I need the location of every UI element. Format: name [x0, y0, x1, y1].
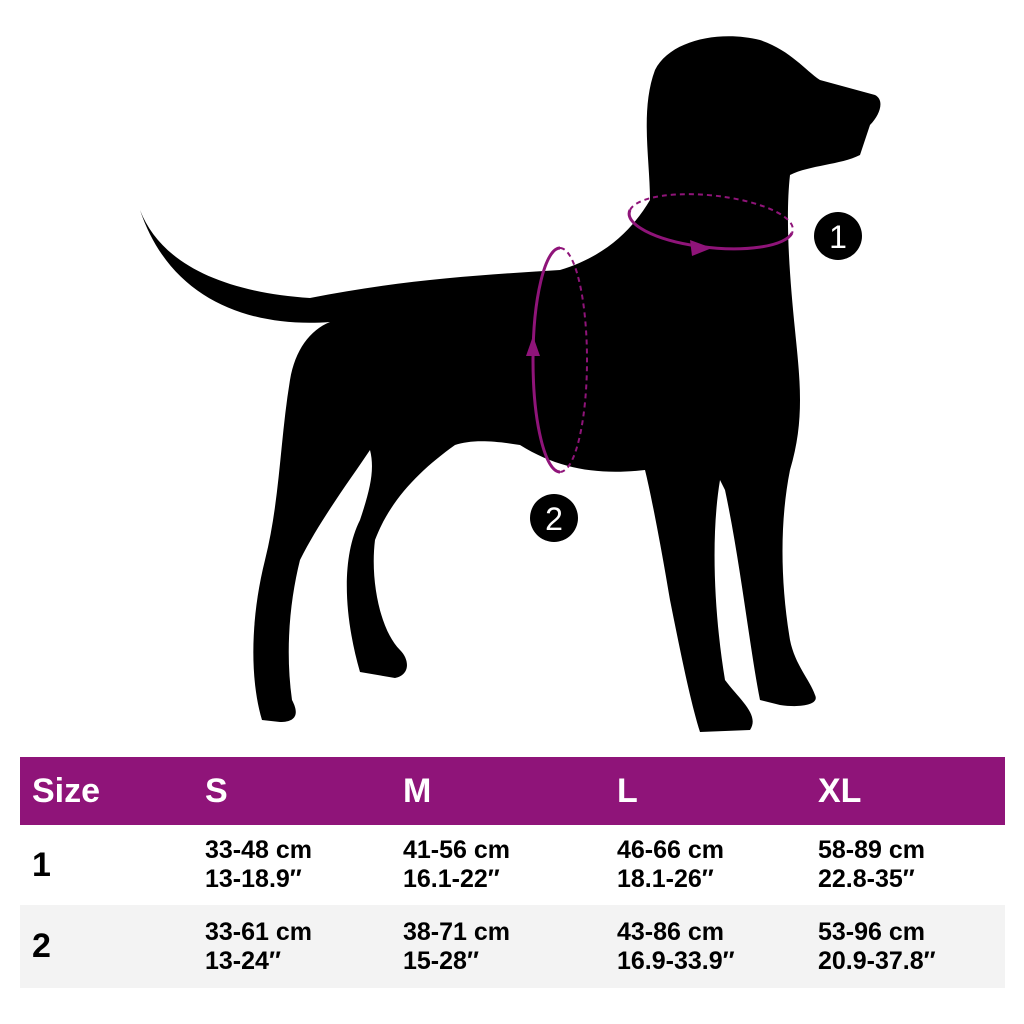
chest-measurement-loop [526, 246, 588, 474]
cell: 58-89 cm 22.8-35″ [818, 836, 926, 893]
cell: 53-96 cm 20.9-37.8″ [818, 917, 936, 975]
neck-measurement-loop [627, 193, 794, 256]
row-label: 2 [32, 927, 51, 965]
marker-2-badge: 2 [530, 494, 578, 542]
marker-1-badge: 1 [814, 212, 862, 260]
cell: 43-86 cm 16.9-33.9″ [617, 917, 735, 975]
cell: 38-71 cm 15-28″ [403, 917, 511, 975]
size-table: Size S M L XL 1 33-48 cm 13-18.9″ 41-56 c… [20, 757, 1005, 988]
svg-text:2: 2 [545, 501, 563, 537]
cell: 46-66 cm 18.1-26″ [617, 836, 725, 893]
header-size: Size [32, 771, 101, 810]
cell: 41-56 cm 16.1-22″ [403, 836, 511, 893]
header-xl: XL [818, 771, 862, 810]
table-row: 2 33-61 cm 13-24″ 38-71 cm 15-28″ 43-86 cm… [20, 905, 1005, 988]
table-header: Size S M L XL [20, 757, 1005, 825]
dog-measurement-diagram: 1 2 [140, 36, 881, 732]
header-s: S [205, 771, 228, 810]
row-label: 1 [32, 845, 51, 884]
cell: 33-61 cm 13-24″ [205, 917, 313, 975]
header-m: M [403, 771, 432, 810]
header-l: L [617, 771, 638, 810]
dog-silhouette [140, 36, 881, 732]
cell: 33-48 cm 13-18.9″ [205, 836, 313, 893]
svg-text:1: 1 [829, 219, 847, 255]
table-row: 1 33-48 cm 13-18.9″ 41-56 cm 16.1-22″ 46-6… [20, 825, 1005, 905]
